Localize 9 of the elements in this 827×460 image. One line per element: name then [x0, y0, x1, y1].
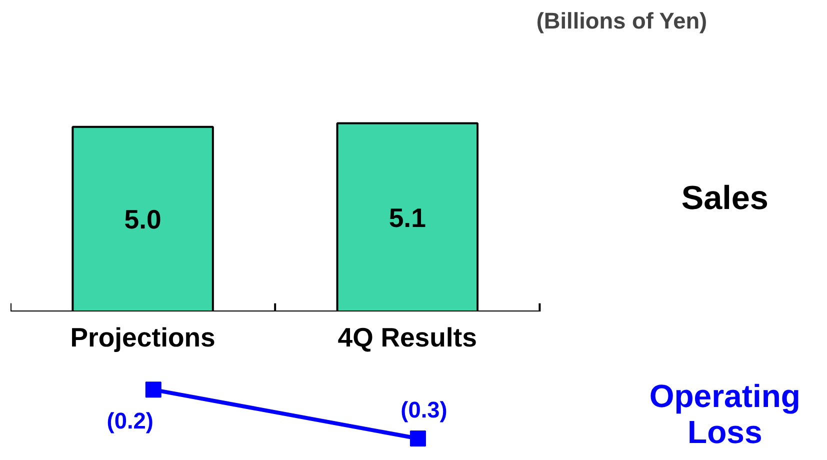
x-tick-label: 4Q Results	[338, 322, 478, 352]
x-tick-label: Projections	[70, 322, 216, 352]
data-label: 5.0	[124, 204, 162, 235]
data-label: (0.2)	[106, 408, 154, 434]
text: Sales	[681, 180, 768, 218]
text: (Billions of Yen)	[536, 8, 708, 34]
data-label: 5.1	[388, 202, 426, 233]
text: Operating Loss	[649, 378, 800, 450]
data-label: (0.3)	[400, 396, 448, 423]
